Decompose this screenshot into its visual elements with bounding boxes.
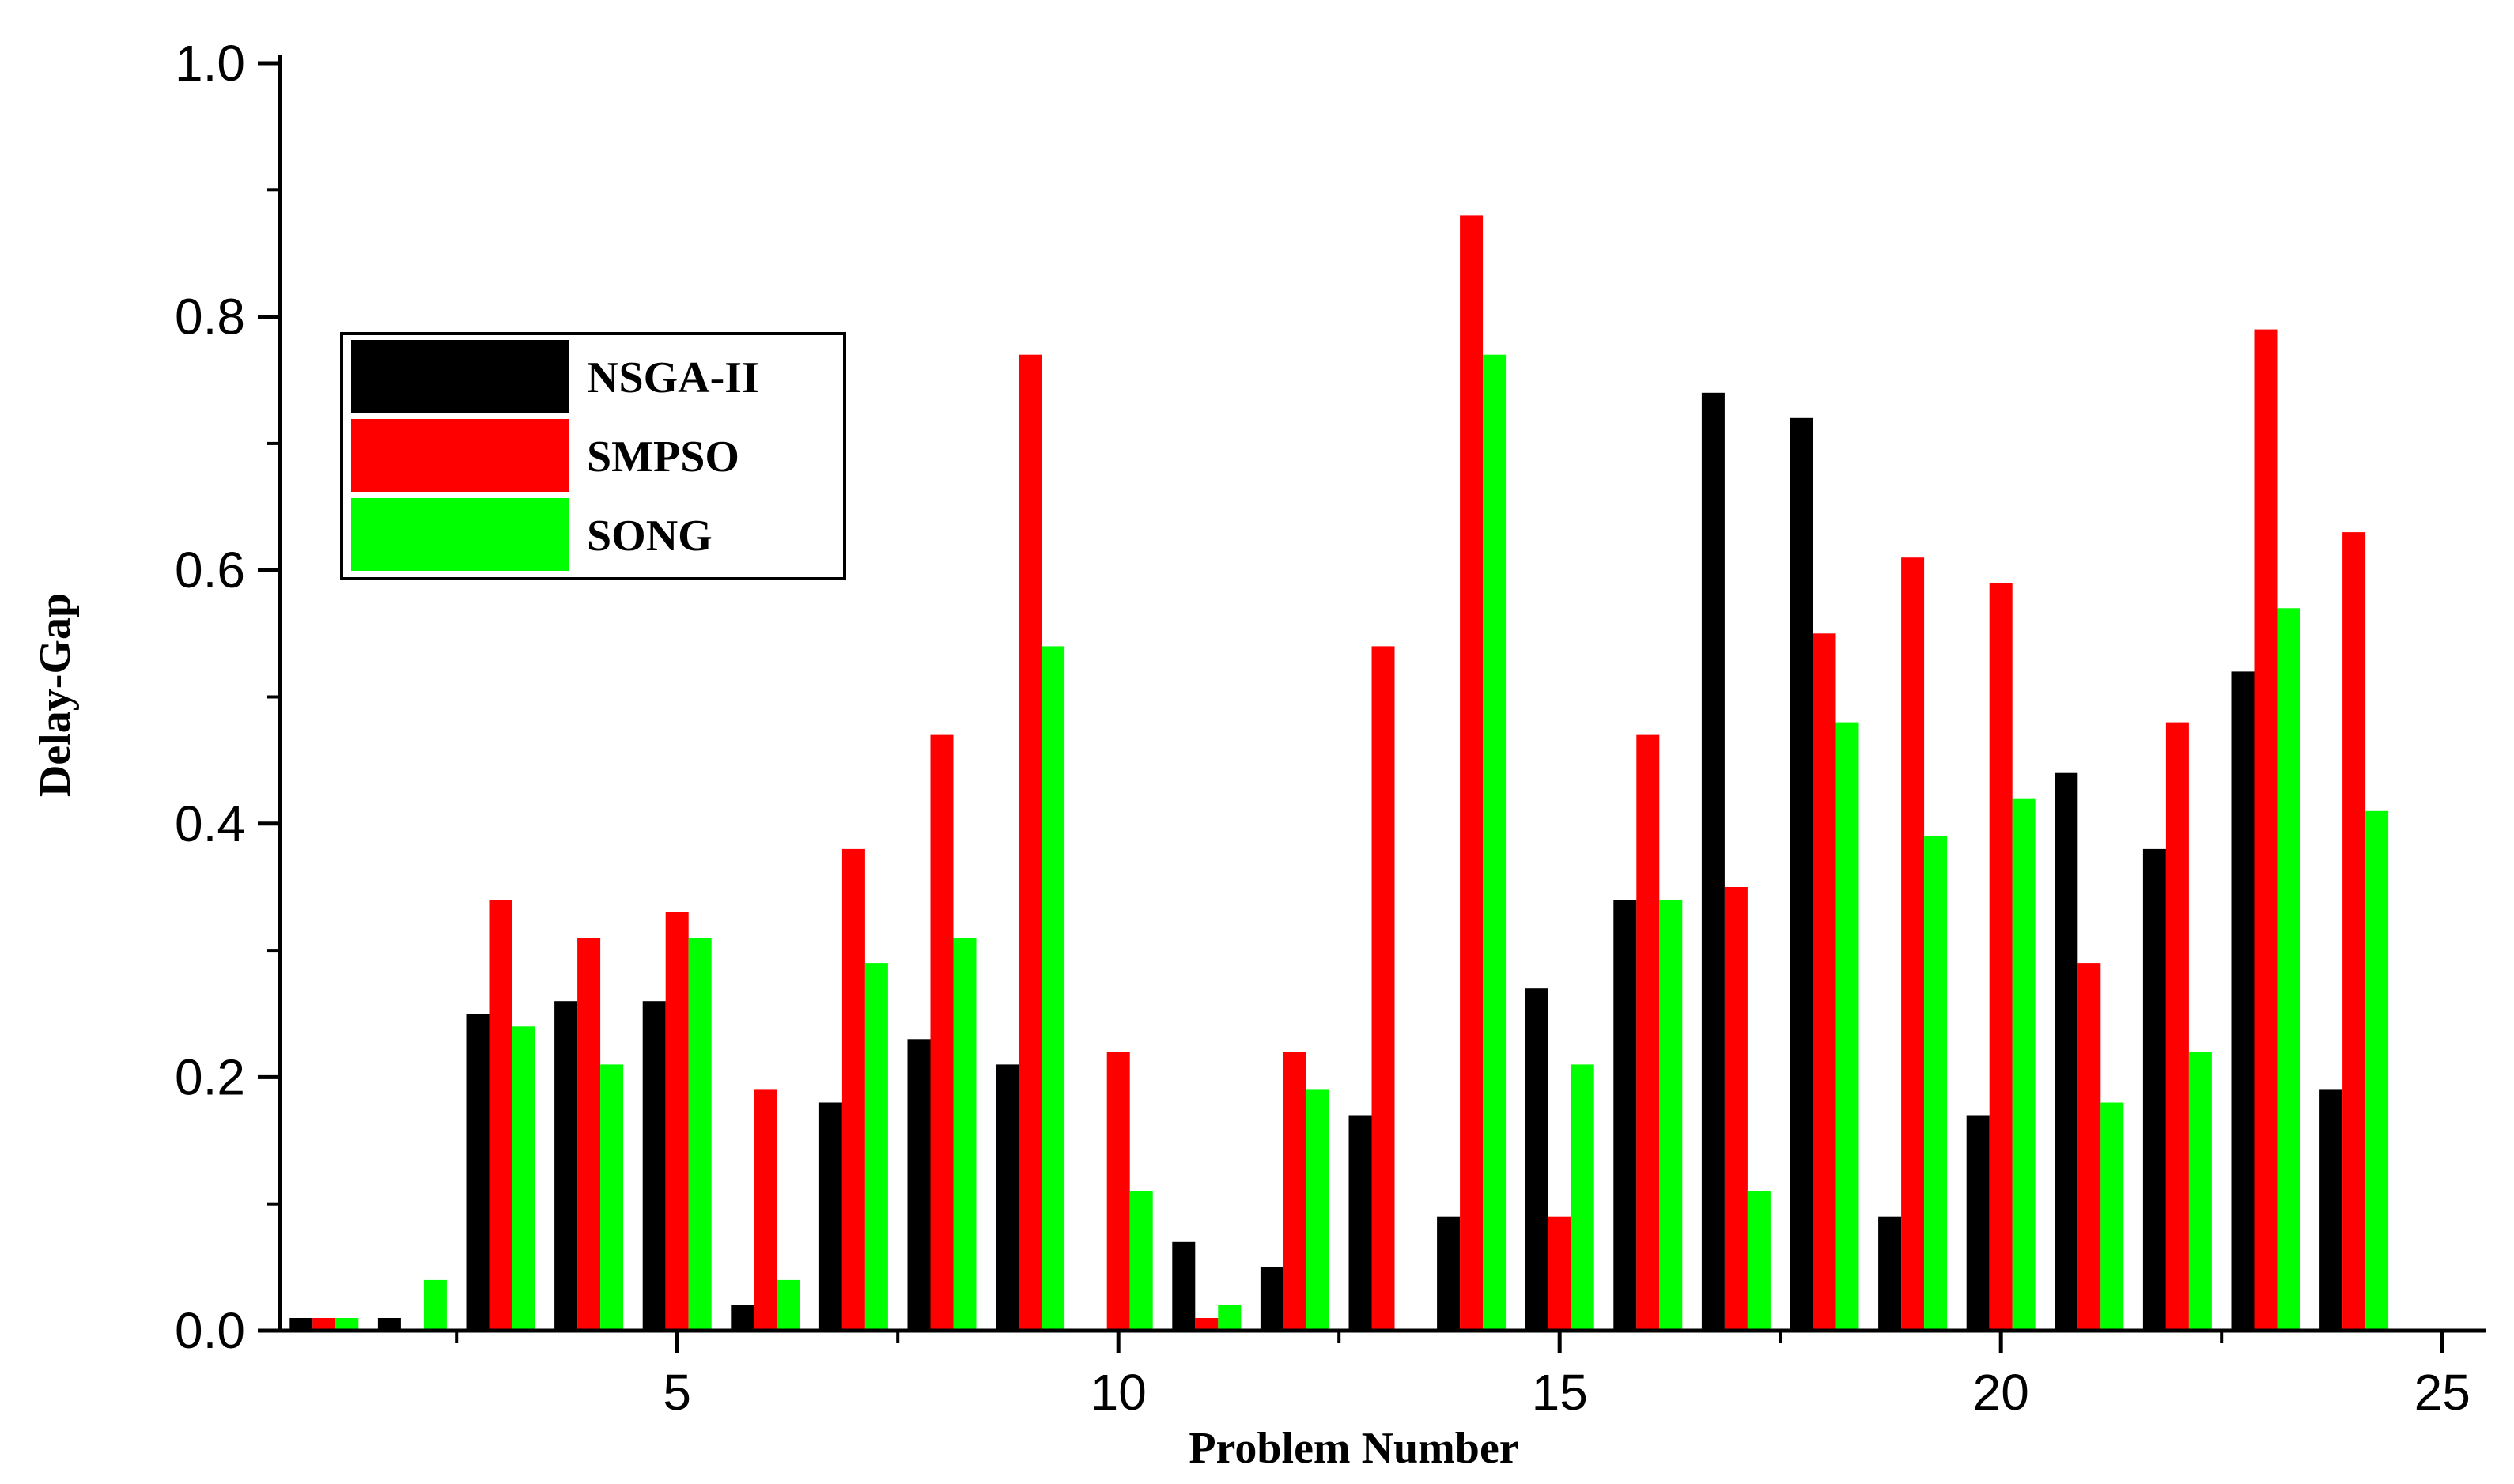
bar-smpso-17 [1724,887,1748,1331]
bar-nsga-ii-6 [731,1305,754,1331]
bar-nsga-ii-7 [818,1102,842,1331]
bar-smpso-1 [312,1318,336,1331]
axes-group: 0.0 0.2 0.4 0.6 0.8 1.0 5 10 15 20 25 [175,35,2486,1421]
bar-smpso-12 [1283,1052,1306,1331]
y-tick-label: 0.2 [175,1048,245,1105]
y-tick-label: 0.4 [175,795,245,852]
bar-song-7 [864,963,888,1331]
bar-nsga-ii-2 [377,1318,401,1331]
bar-nsga-ii-14 [1437,1216,1461,1331]
legend-swatch-song [351,498,569,571]
bar-song-21 [2100,1102,2124,1331]
bar-smpso-11 [1195,1318,1219,1331]
bar-nsga-ii-3 [466,1014,490,1331]
bar-song-11 [1218,1305,1242,1331]
bars-group [289,215,2389,1331]
bar-nsga-ii-12 [1260,1267,1283,1331]
y-axis-title: Delay-Gap [31,593,80,797]
bar-smpso-3 [489,900,512,1331]
bar-nsga-ii-23 [2231,671,2255,1331]
bar-smpso-23 [2254,329,2278,1331]
legend-swatch-smpso [351,419,569,492]
bar-smpso-5 [665,912,689,1331]
x-tick-label: 25 [2414,1364,2471,1421]
x-tick-label: 15 [1532,1364,1588,1421]
bar-song-23 [2277,608,2300,1331]
bar-smpso-14 [1460,215,1484,1331]
bar-smpso-15 [1548,1216,1571,1331]
x-tick-label: 10 [1091,1364,1147,1421]
bar-nsga-ii-13 [1348,1115,1372,1331]
bar-nsga-ii-18 [1790,417,1813,1331]
legend-label: SMPSO [587,432,739,481]
bar-smpso-10 [1106,1052,1130,1331]
bar-smpso-8 [930,734,954,1331]
bar-smpso-24 [2342,532,2366,1331]
bar-smpso-13 [1371,646,1395,1331]
bar-smpso-9 [1019,354,1042,1331]
bar-song-1 [335,1318,359,1331]
bar-song-3 [512,1026,535,1331]
bar-song-16 [1659,900,1683,1331]
bar-nsga-ii-17 [1701,392,1725,1331]
bar-song-8 [953,938,977,1331]
legend: NSGA-II SMPSO SONG [340,332,846,580]
bar-smpso-7 [841,848,865,1331]
bar-nsga-ii-21 [2055,772,2078,1331]
bar-nsga-ii-5 [642,1001,666,1331]
bar-smpso-6 [754,1089,777,1331]
bar-nsga-ii-11 [1172,1241,1196,1331]
bar-song-24 [2365,810,2389,1331]
x-tick-label: 5 [663,1364,691,1421]
bar-smpso-22 [2165,722,2189,1331]
bar-nsga-ii-1 [289,1318,313,1331]
bar-nsga-ii-19 [1878,1216,1902,1331]
bar-song-15 [1571,1064,1594,1331]
legend-label: NSGA-II [587,353,759,402]
bar-song-19 [1924,836,1948,1331]
bar-nsga-ii-20 [1966,1115,1990,1331]
bar-song-9 [1042,646,1065,1331]
y-tick-label: 1.0 [175,35,245,92]
bar-nsga-ii-16 [1613,900,1637,1331]
x-axis-title: Problem Number [1189,1424,1518,1473]
bar-nsga-ii-24 [2319,1089,2343,1331]
y-tick-label: 0.8 [175,289,245,346]
y-tick-label: 0.6 [175,542,245,599]
bar-smpso-20 [1989,583,2013,1331]
bar-song-22 [2188,1052,2212,1331]
x-tick-label: 20 [1973,1364,2029,1421]
bar-song-18 [1835,722,1859,1331]
bar-nsga-ii-8 [907,1039,931,1331]
bar-smpso-4 [577,938,601,1331]
legend-label: SONG [587,512,713,561]
bar-song-20 [2012,798,2036,1331]
bar-smpso-19 [1901,557,1925,1331]
bar-nsga-ii-4 [554,1001,578,1331]
bar-song-4 [600,1064,624,1331]
bar-smpso-21 [2077,963,2101,1331]
bar-song-10 [1129,1191,1153,1331]
bar-nsga-ii-9 [996,1064,1019,1331]
bar-song-2 [423,1279,447,1331]
bar-song-17 [1747,1191,1771,1331]
y-tick-label: 0.0 [175,1302,245,1359]
legend-swatch-nsga-ii [351,340,569,413]
bar-nsga-ii-22 [2142,848,2166,1331]
bar-song-12 [1306,1089,1329,1331]
bar-nsga-ii-15 [1525,988,1548,1331]
bar-song-14 [1483,354,1507,1331]
bar-song-6 [777,1279,800,1331]
bar-smpso-16 [1636,734,1660,1331]
bar-smpso-18 [1813,633,1836,1331]
bar-song-5 [688,938,712,1331]
